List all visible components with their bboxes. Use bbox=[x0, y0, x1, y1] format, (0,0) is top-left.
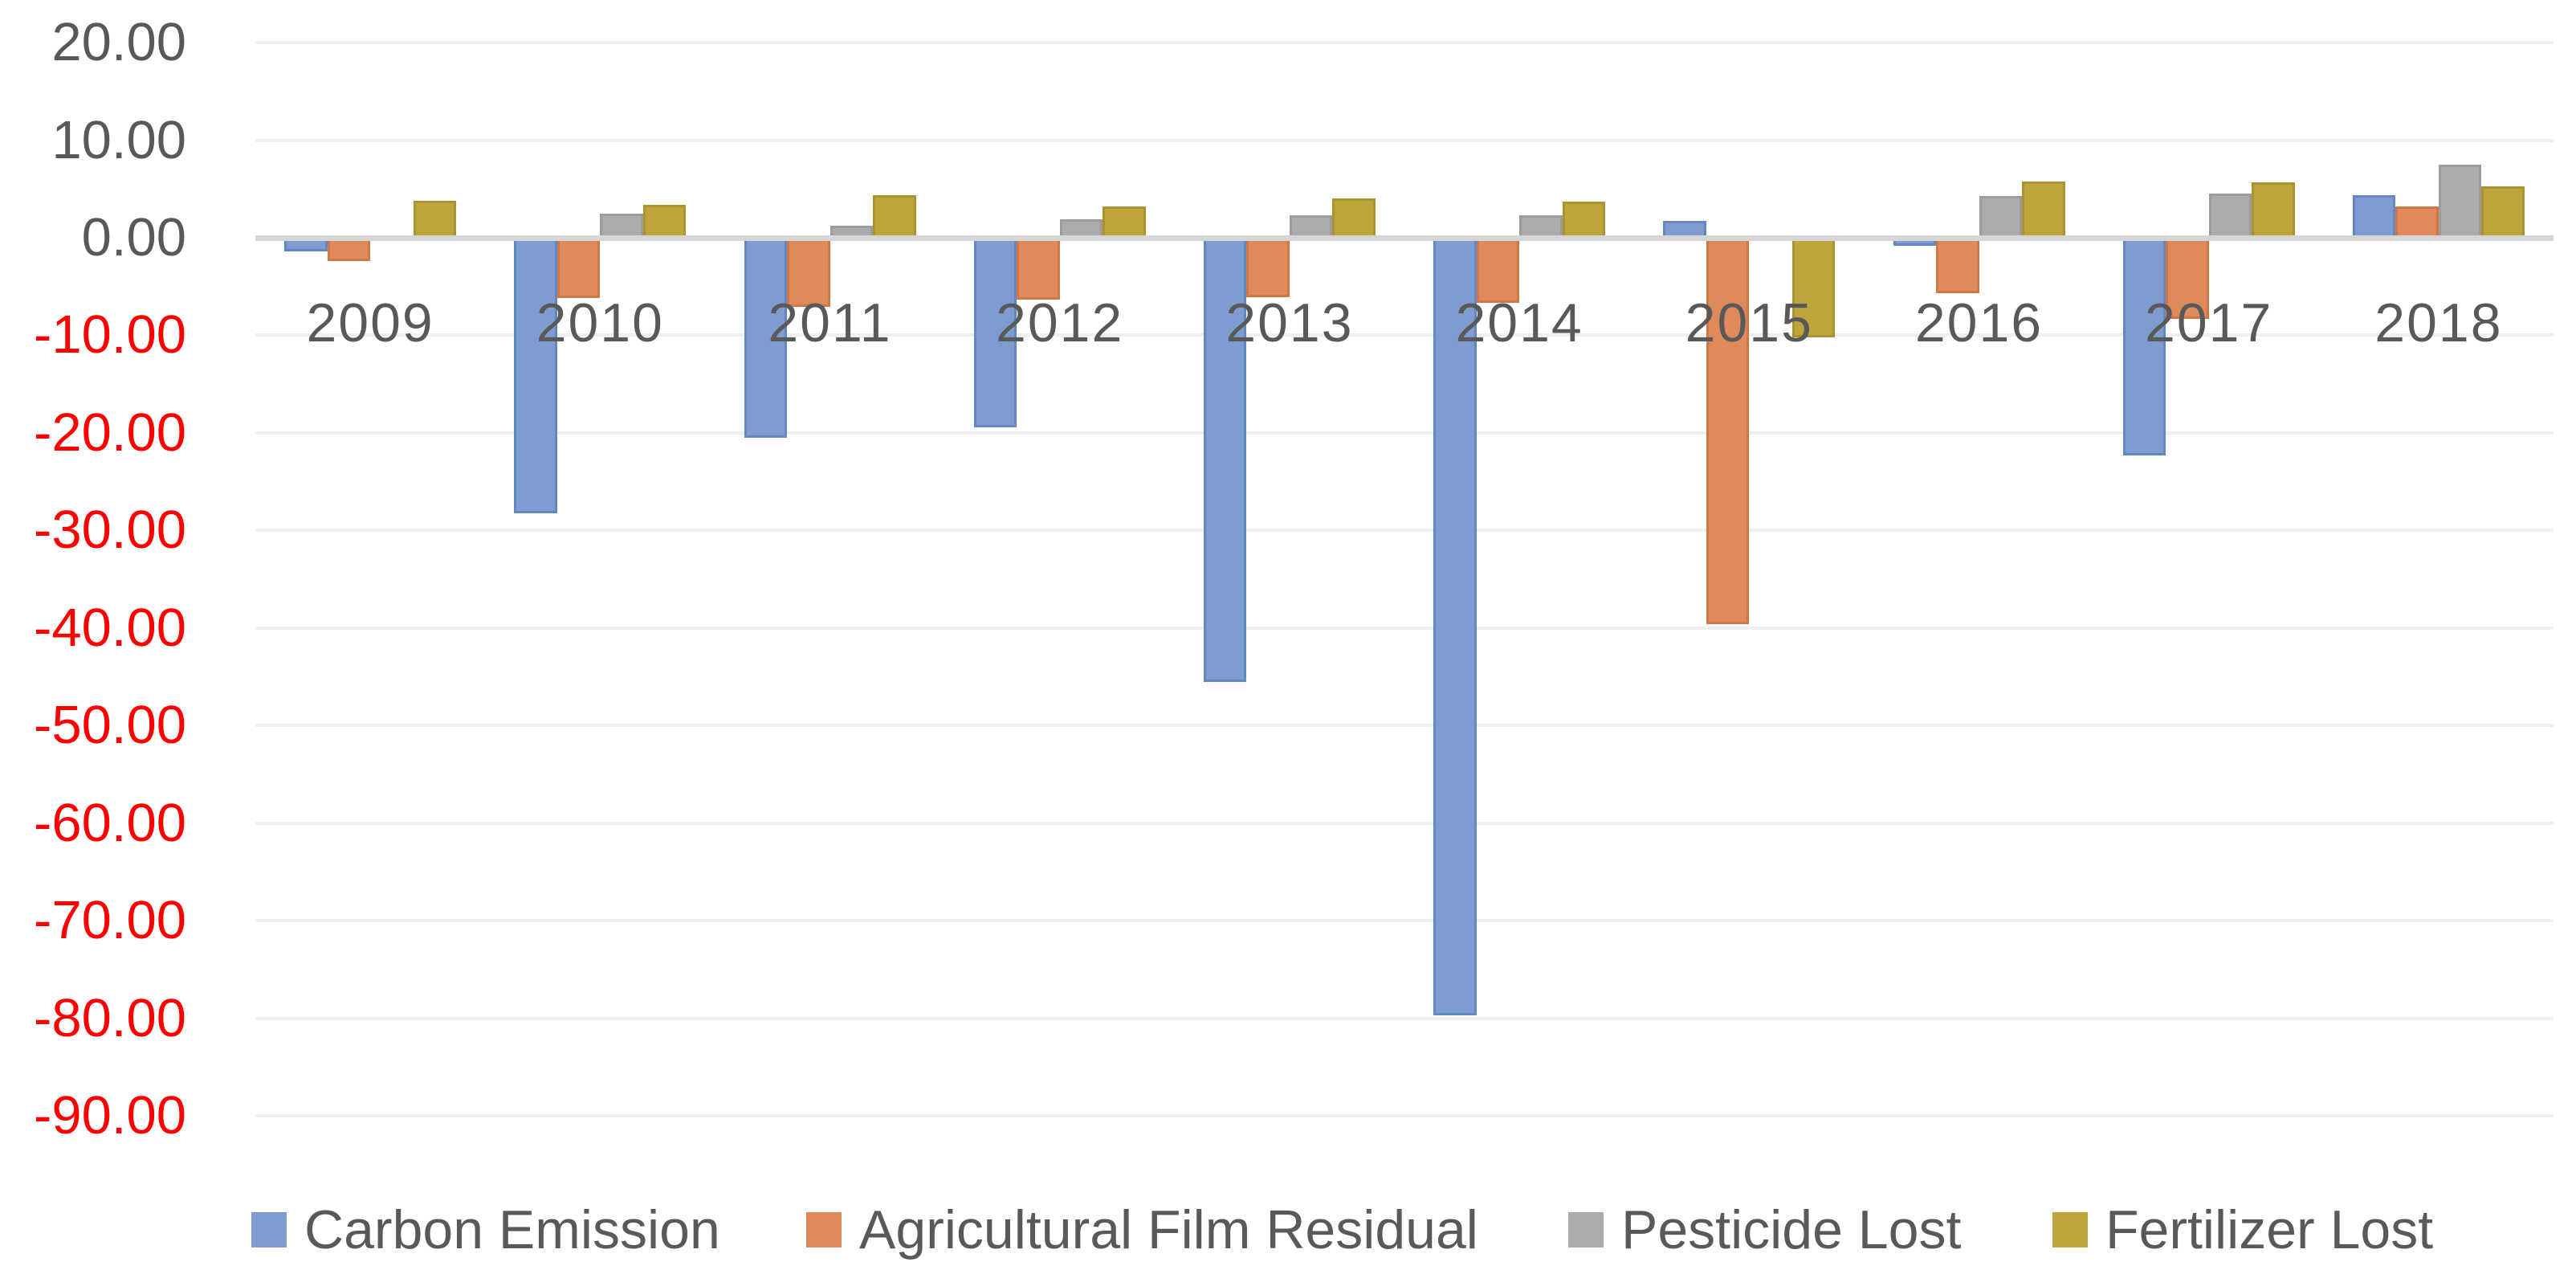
y-axis-tick-label--20: -20.00 bbox=[34, 402, 186, 463]
bar-agricultural-film-residual-2014[interactable] bbox=[1476, 238, 1520, 304]
y-axis-tick-label-0: 0.00 bbox=[81, 207, 186, 267]
legend-item-agricultural-film-residual[interactable]: Agricultural Film Residual bbox=[806, 1199, 1478, 1260]
y-axis-tick-label-20: 20.00 bbox=[51, 12, 186, 73]
x-axis-label-2016: 2016 bbox=[1914, 292, 2044, 353]
bar-pesticide-lost-2018[interactable] bbox=[2438, 164, 2482, 238]
legend-item-fertilizer-lost[interactable]: Fertilizer Lost bbox=[2052, 1199, 2433, 1260]
bar-fertilizer-lost-2018[interactable] bbox=[2481, 186, 2525, 238]
bar-fertilizer-lost-2017[interactable] bbox=[2252, 182, 2295, 238]
legend-item-pesticide-lost[interactable]: Pesticide Lost bbox=[1568, 1199, 1961, 1260]
legend-label-agricultural-film-residual: Agricultural Film Residual bbox=[859, 1199, 1478, 1260]
x-axis-label-2018: 2018 bbox=[2374, 292, 2503, 353]
x-axis-label-2011: 2011 bbox=[768, 292, 892, 353]
bar-carbon-emission-2014[interactable] bbox=[1433, 238, 1477, 1015]
bar-agricultural-film-residual-2016[interactable] bbox=[1936, 238, 1979, 294]
bar-fertilizer-lost-2010[interactable] bbox=[642, 204, 687, 238]
y-axis-tick-label--30: -30.00 bbox=[34, 500, 186, 561]
legend-swatch-agricultural-film-residual bbox=[806, 1212, 842, 1247]
bar-carbon-emission-2017[interactable] bbox=[2122, 238, 2166, 455]
bar-fertilizer-lost-2012[interactable] bbox=[1103, 206, 1146, 238]
bar-agricultural-film-residual-2011[interactable] bbox=[787, 238, 830, 308]
y-axis-tick-label--90: -90.00 bbox=[34, 1085, 186, 1146]
y-axis-tick-label--50: -50.00 bbox=[34, 695, 186, 756]
legend-item-carbon-emission[interactable]: Carbon Emission bbox=[251, 1199, 720, 1260]
gridline-10 bbox=[255, 138, 2554, 142]
legend-label-carbon-emission: Carbon Emission bbox=[304, 1199, 720, 1260]
bar-fertilizer-lost-2009[interactable] bbox=[413, 200, 457, 238]
gridline--30 bbox=[255, 529, 2554, 533]
bar-fertilizer-lost-2013[interactable] bbox=[1332, 198, 1376, 238]
bar-agricultural-film-residual-2012[interactable] bbox=[1017, 238, 1060, 300]
bar-agricultural-film-residual-2015[interactable] bbox=[1706, 238, 1750, 624]
gridline--10 bbox=[255, 333, 2554, 337]
y-axis-tick-label--80: -80.00 bbox=[34, 987, 186, 1048]
bar-agricultural-film-residual-2013[interactable] bbox=[1246, 238, 1290, 298]
x-axis-label-2014: 2014 bbox=[1455, 292, 1584, 353]
x-axis-line bbox=[255, 235, 2554, 241]
bar-pesticide-lost-2017[interactable] bbox=[2208, 194, 2252, 238]
gridline--40 bbox=[255, 626, 2554, 630]
legend-label-fertilizer-lost: Fertilizer Lost bbox=[2105, 1199, 2434, 1260]
bar-fertilizer-lost-2011[interactable] bbox=[873, 194, 916, 238]
y-axis-tick-label--10: -10.00 bbox=[34, 304, 186, 365]
gridline--70 bbox=[255, 919, 2554, 923]
bar-carbon-emission-2011[interactable] bbox=[744, 238, 787, 438]
y-axis-tick-label--70: -70.00 bbox=[34, 890, 186, 951]
gridline--20 bbox=[255, 431, 2554, 435]
legend: Carbon Emission Agricultural Film Residu… bbox=[0, 1199, 2576, 1264]
legend-label-pesticide-lost: Pesticide Lost bbox=[1621, 1199, 1962, 1260]
bar-pesticide-lost-2016[interactable] bbox=[1979, 195, 2022, 238]
legend-swatch-carbon-emission bbox=[251, 1212, 287, 1247]
legend-swatch-fertilizer-lost bbox=[2052, 1212, 2088, 1247]
gridline-20 bbox=[255, 41, 2554, 45]
bar-pesticide-lost-2010[interactable] bbox=[600, 213, 643, 238]
gridline--80 bbox=[255, 1016, 2554, 1020]
bar-agricultural-film-residual-2010[interactable] bbox=[556, 238, 601, 299]
x-axis-label-2010: 2010 bbox=[536, 292, 664, 353]
bar-fertilizer-lost-2014[interactable] bbox=[1562, 202, 1606, 238]
x-axis-label-2009: 2009 bbox=[306, 292, 434, 353]
x-axis-label-2017: 2017 bbox=[2145, 292, 2273, 353]
bar-carbon-emission-2018[interactable] bbox=[2352, 194, 2396, 238]
bar-agricultural-film-residual-2017[interactable] bbox=[2166, 238, 2209, 319]
x-axis-label-2015: 2015 bbox=[1685, 292, 1813, 353]
bar-agricultural-film-residual-2018[interactable] bbox=[2395, 206, 2439, 238]
y-axis-tick-label--60: -60.00 bbox=[34, 792, 186, 853]
bar-carbon-emission-2010[interactable] bbox=[514, 238, 557, 513]
y-axis-tick-label--40: -40.00 bbox=[34, 597, 186, 658]
bar-carbon-emission-2012[interactable] bbox=[973, 238, 1017, 427]
gridline--50 bbox=[255, 724, 2554, 728]
y-axis-tick-label-10: 10.00 bbox=[51, 109, 186, 170]
gridline--90 bbox=[255, 1114, 2554, 1118]
bar-fertilizer-lost-2016[interactable] bbox=[2022, 181, 2065, 238]
x-axis-label-2012: 2012 bbox=[996, 292, 1124, 353]
bar-agricultural-film-residual-2009[interactable] bbox=[327, 238, 371, 262]
x-axis-label-2013: 2013 bbox=[1225, 292, 1354, 353]
bar-carbon-emission-2013[interactable] bbox=[1203, 238, 1247, 682]
gridline--60 bbox=[255, 821, 2554, 825]
legend-swatch-pesticide-lost bbox=[1568, 1212, 1604, 1247]
